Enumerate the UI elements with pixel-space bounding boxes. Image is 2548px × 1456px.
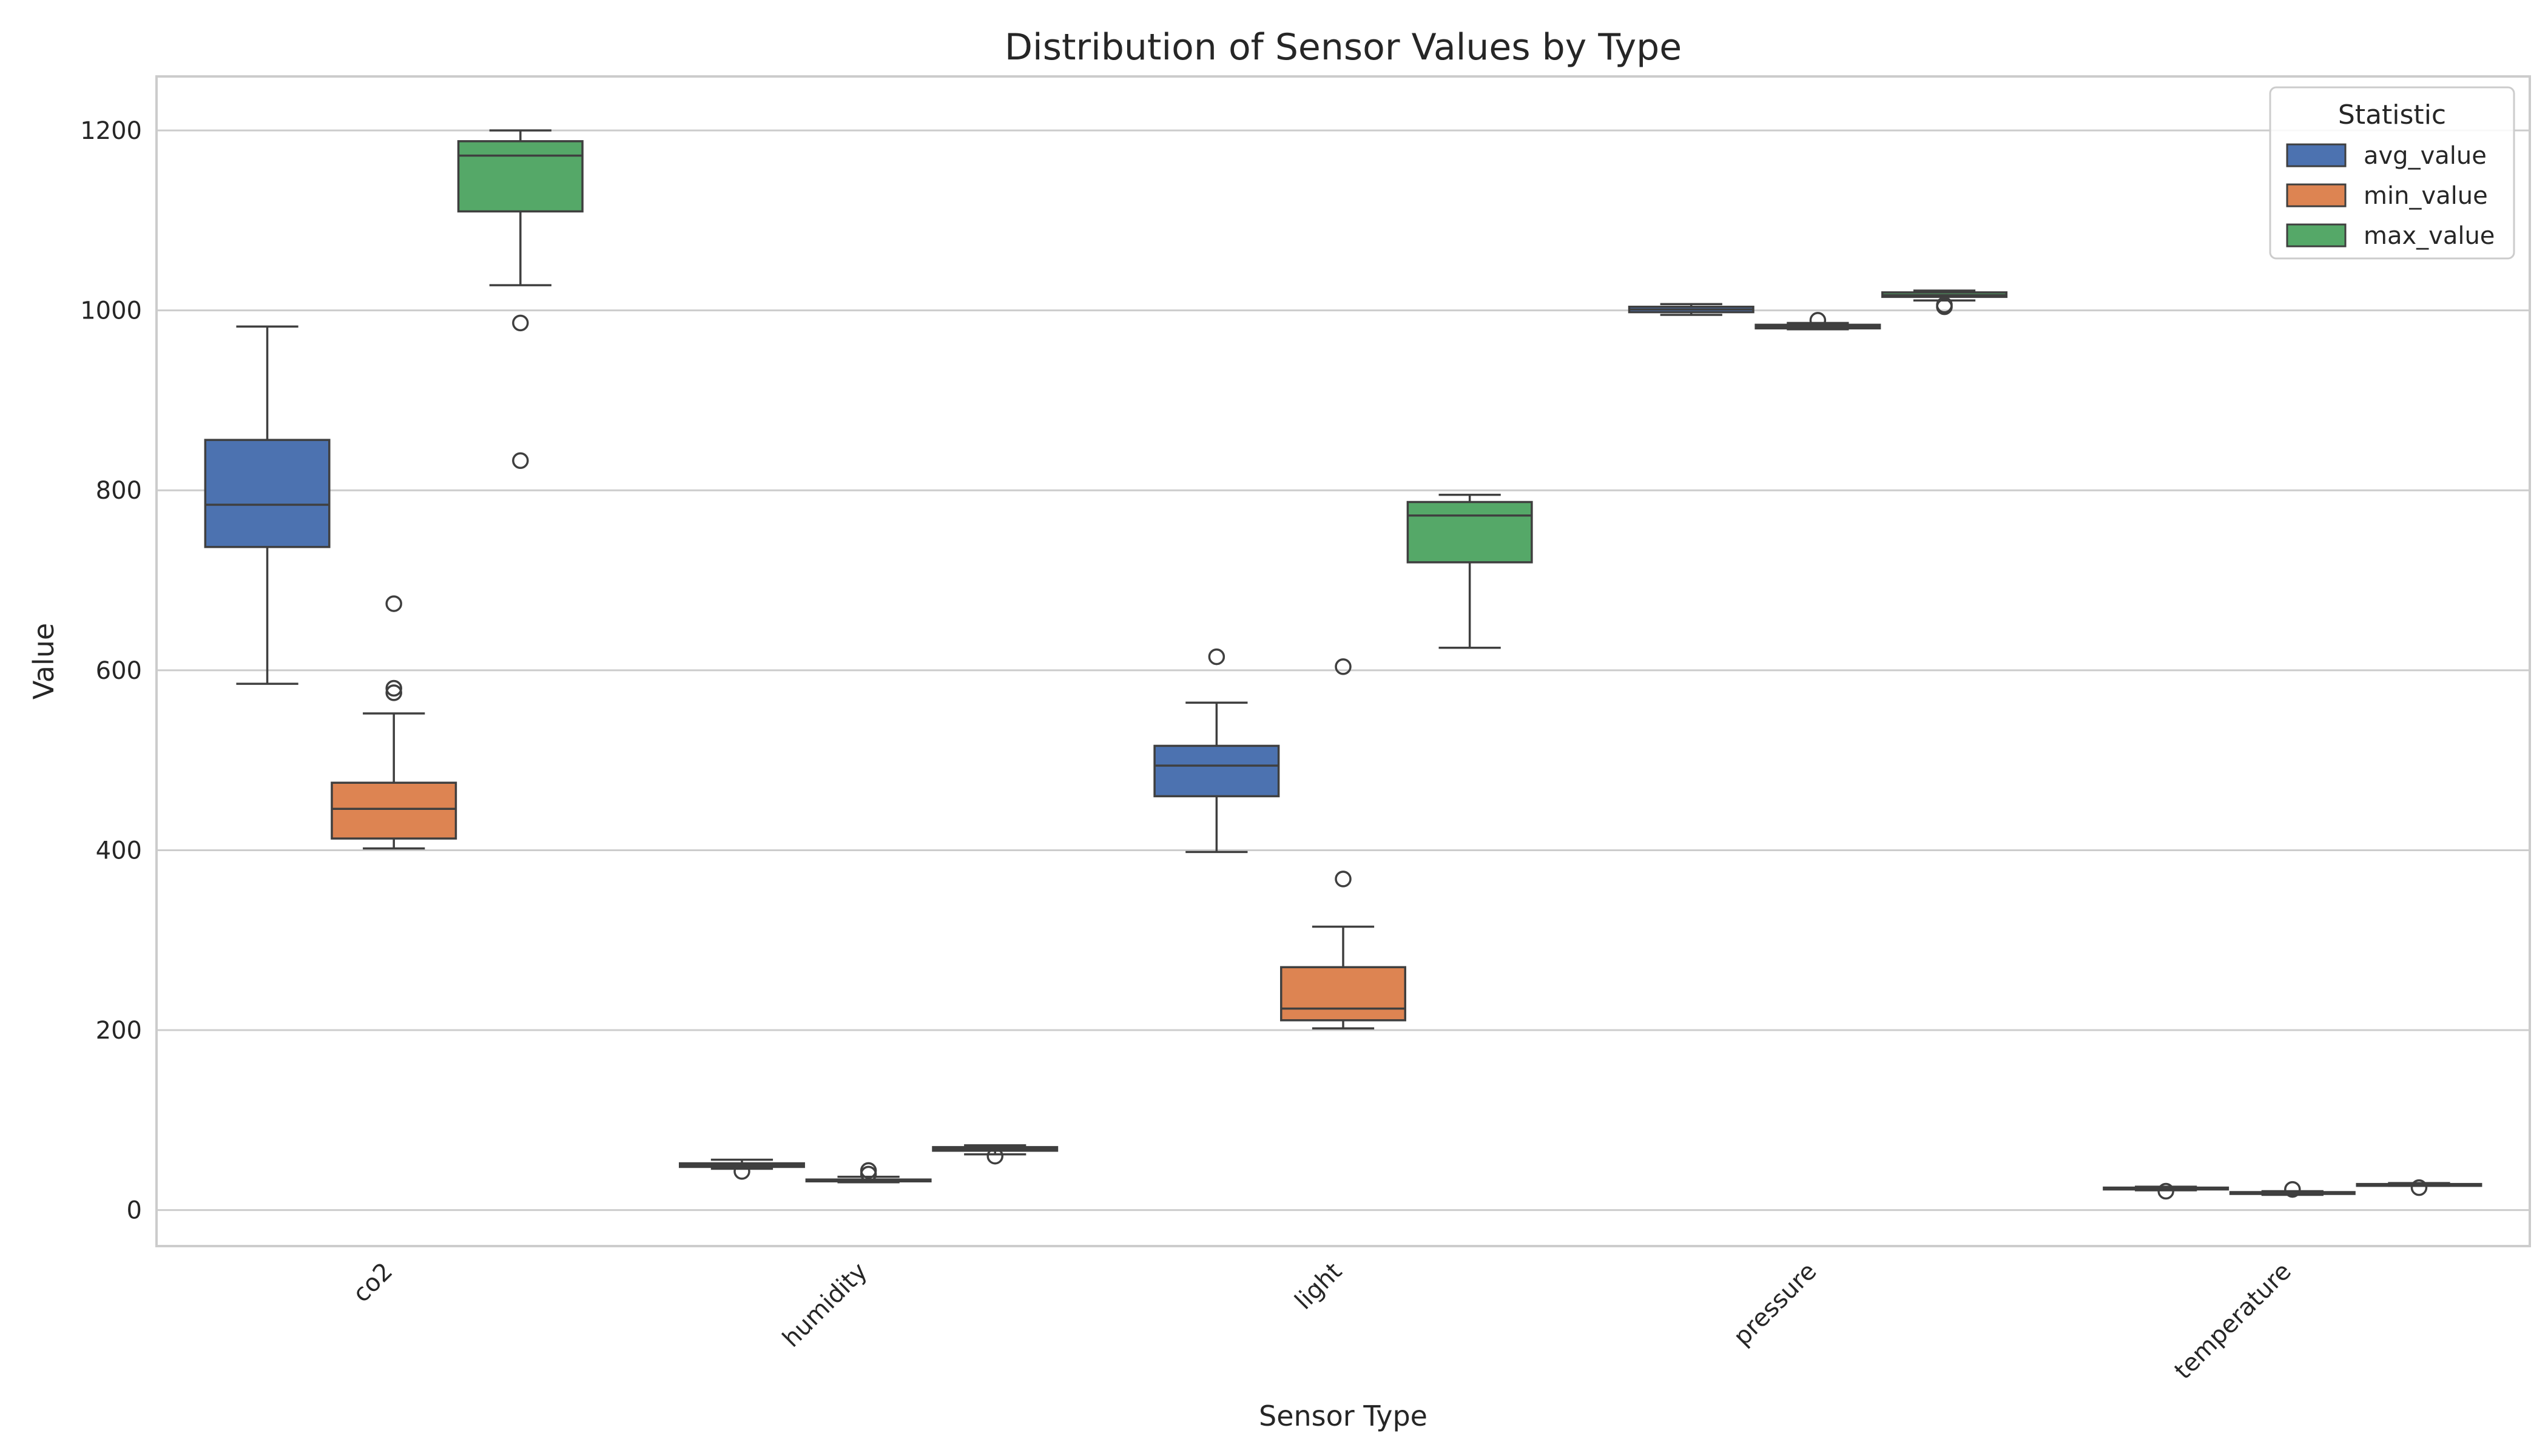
- legend-label-min_value: min_value: [2364, 182, 2488, 210]
- y-axis-title: Value: [27, 623, 60, 699]
- outlier-point: [860, 1162, 877, 1179]
- y-tick-label: 400: [96, 837, 142, 864]
- y-tick-label: 1200: [80, 117, 142, 145]
- outlier-point: [385, 684, 402, 701]
- outlier-point: [1335, 658, 1352, 675]
- legend-label-max_value: max_value: [2364, 222, 2495, 250]
- legend-swatch-max_value: [2286, 223, 2347, 248]
- outlier-point: [733, 1163, 750, 1180]
- chart-title: Distribution of Sensor Values by Type: [1005, 26, 1682, 69]
- outlier-point: [2157, 1182, 2174, 1200]
- outlier-point: [2284, 1181, 2301, 1198]
- legend-title: Statistic: [2338, 99, 2446, 130]
- outlier-point: [512, 314, 529, 332]
- box-max_value-co2: [457, 140, 584, 213]
- outlier-point: [2410, 1179, 2428, 1196]
- legend-box: [2269, 86, 2515, 260]
- grid-lines: [157, 129, 2530, 1212]
- legend-swatch-avg_value: [2286, 143, 2347, 167]
- box-avg_value-light: [1153, 744, 1280, 798]
- outlier-point: [986, 1147, 1003, 1165]
- boxes-group: [204, 129, 2482, 1200]
- y-tick-label: 1000: [80, 297, 142, 325]
- box-avg_value-co2: [204, 439, 331, 548]
- y-axis-ticks: 0 200 400 600 800 1000 1200: [80, 117, 142, 1225]
- outlier-point: [1936, 296, 1953, 314]
- box-max_value-light: [1406, 500, 1533, 564]
- outlier-point: [385, 679, 402, 697]
- outlier-point: [1335, 871, 1352, 888]
- outlier-point: [1208, 648, 1225, 666]
- series-max_value: [457, 129, 2482, 1196]
- series-min_value: [331, 312, 2356, 1198]
- y-tick-label: 0: [127, 1197, 142, 1225]
- series-avg_value: [204, 303, 2230, 1200]
- outlier-point: [512, 452, 529, 470]
- y-tick-label: 600: [96, 657, 142, 685]
- x-axis-title: Sensor Type: [1259, 1400, 1427, 1432]
- legend-label-avg_value: avg_value: [2364, 142, 2487, 170]
- y-tick-label: 800: [96, 477, 142, 505]
- legend-items: avg_value min_value max_value: [2286, 142, 2495, 250]
- box-min_value-light: [1280, 966, 1406, 1022]
- outlier-point: [385, 595, 402, 612]
- box-min_value-co2: [331, 781, 457, 840]
- y-tick-label: 200: [96, 1017, 142, 1045]
- legend: Statistic avg_value min_value max_value: [2269, 86, 2515, 260]
- outlier-point: [1809, 312, 1827, 329]
- legend-swatch-min_value: [2286, 183, 2347, 207]
- plot-area: [155, 75, 2531, 1247]
